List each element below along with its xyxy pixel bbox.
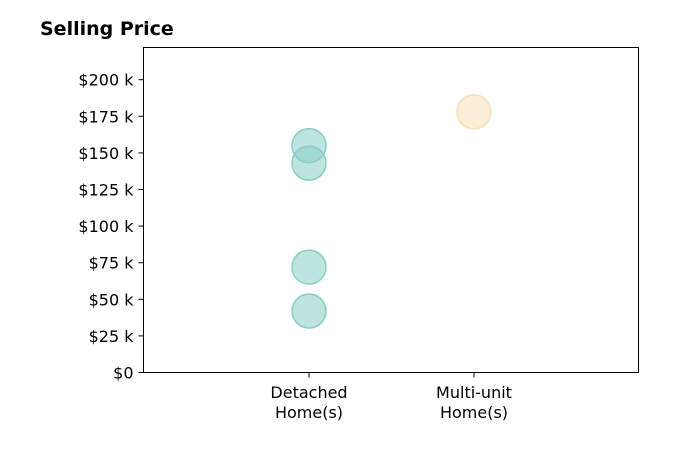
x-tick-label: Detached <box>270 383 347 402</box>
y-axis: $0 $25 k $50 k $75 k $100 k $125 k $150 k $175 … <box>78 71 144 383</box>
plot-frame <box>143 47 639 373</box>
data-point <box>291 249 327 285</box>
y-tick-label: $175 k <box>78 107 134 126</box>
chart-title: Selling Price <box>40 18 174 40</box>
y-tick-label: $75 k <box>89 254 135 273</box>
x-tick-label: Multi-unit <box>436 383 512 402</box>
y-tick-label: $150 k <box>78 144 134 163</box>
x-tick-label: Home(s) <box>440 403 508 422</box>
y-tick-label: $100 k <box>78 217 134 236</box>
y-tick-label: $125 k <box>78 181 134 200</box>
y-tick-label: $0 <box>113 364 133 383</box>
data-point <box>291 145 327 181</box>
y-tick-label: $200 k <box>78 71 134 90</box>
y-tick-label: $50 k <box>89 290 135 309</box>
data-point <box>456 94 492 130</box>
data-points <box>291 94 492 329</box>
y-tick-label: $25 k <box>89 327 135 346</box>
x-tick-label: Home(s) <box>275 403 343 422</box>
data-point <box>291 293 327 329</box>
